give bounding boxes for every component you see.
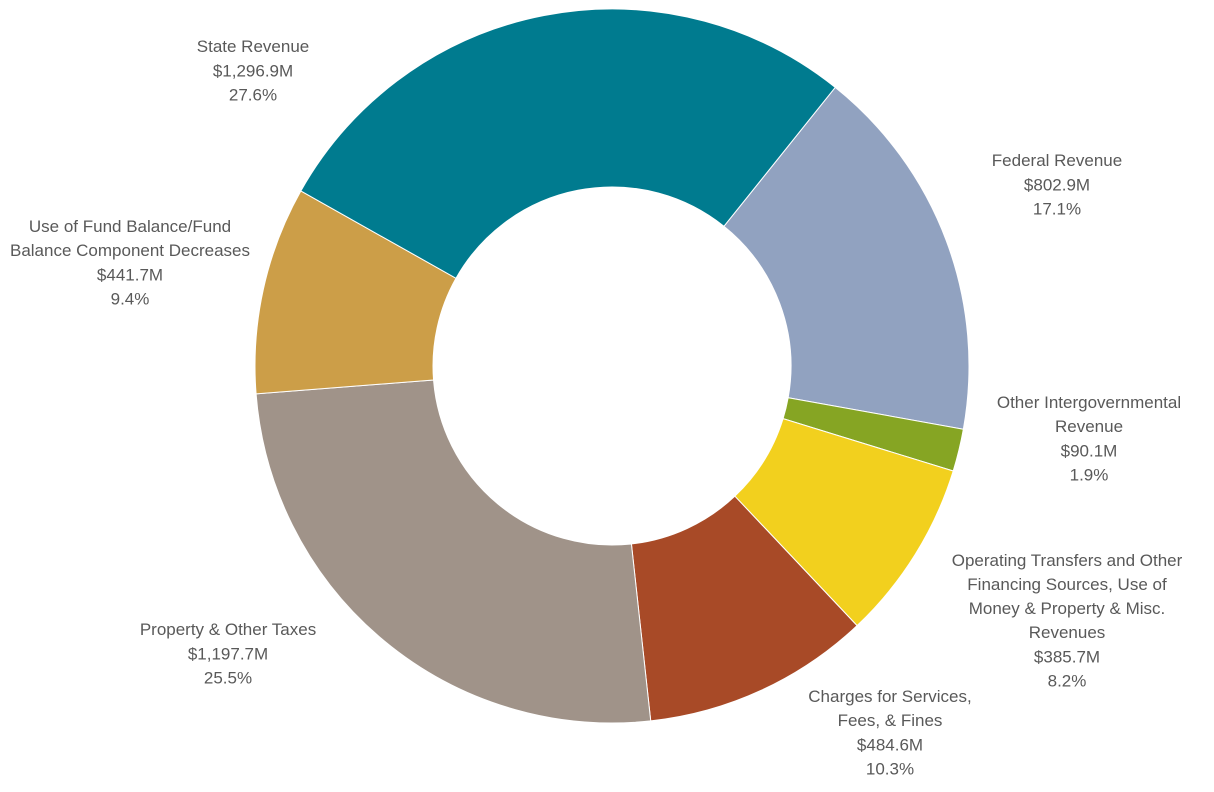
- label-line: Use of Fund Balance/Fund: [29, 217, 231, 236]
- slice-label: Use of Fund Balance/Fund Balance Componen…: [10, 217, 250, 260]
- value-label: $802.9M: [1024, 175, 1090, 194]
- label-line: Revenue: [1055, 417, 1123, 436]
- slice-label: Operating Transfers and Other Financing S…: [952, 551, 1183, 642]
- label-line: Balance Component Decreases: [10, 241, 250, 260]
- slice-label: State Revenue: [197, 37, 309, 56]
- label-line: Property & Other Taxes: [140, 620, 316, 639]
- slice-label: Property & Other Taxes: [140, 620, 316, 639]
- percentage-label: 10.3%: [866, 759, 914, 778]
- value-label: $1,197.7M: [188, 644, 268, 663]
- label-line: Revenues: [1029, 623, 1106, 642]
- value-label: $441.7M: [97, 265, 163, 284]
- label-line: Fees, & Fines: [838, 711, 943, 730]
- slice: [255, 379, 652, 724]
- percentage-label: 8.2%: [1048, 671, 1087, 690]
- slice-label: Federal Revenue: [992, 151, 1122, 170]
- value-label: $484.6M: [857, 735, 923, 754]
- slice: [300, 8, 836, 279]
- label-line: Charges for Services,: [808, 687, 971, 706]
- slice-label: Charges for Services, Fees, & Fines: [808, 687, 971, 730]
- label-line: Money & Property & Misc.: [969, 599, 1166, 618]
- label-line: Other Intergovernmental: [997, 393, 1181, 412]
- value-label: $1,296.9M: [213, 61, 293, 80]
- percentage-label: 27.6%: [229, 85, 277, 104]
- percentage-label: 9.4%: [111, 289, 150, 308]
- label-line: Federal Revenue: [992, 151, 1122, 170]
- slice: [723, 86, 970, 430]
- percentage-label: 17.1%: [1033, 199, 1081, 218]
- label-line: Financing Sources, Use of: [967, 575, 1167, 594]
- value-label: $385.7M: [1034, 647, 1100, 666]
- label-line: Operating Transfers and Other: [952, 551, 1183, 570]
- percentage-label: 25.5%: [204, 668, 252, 687]
- percentage-label: 1.9%: [1070, 465, 1109, 484]
- label-line: State Revenue: [197, 37, 309, 56]
- slice-label: Other Intergovernmental Revenue: [997, 393, 1181, 436]
- value-label: $90.1M: [1061, 441, 1118, 460]
